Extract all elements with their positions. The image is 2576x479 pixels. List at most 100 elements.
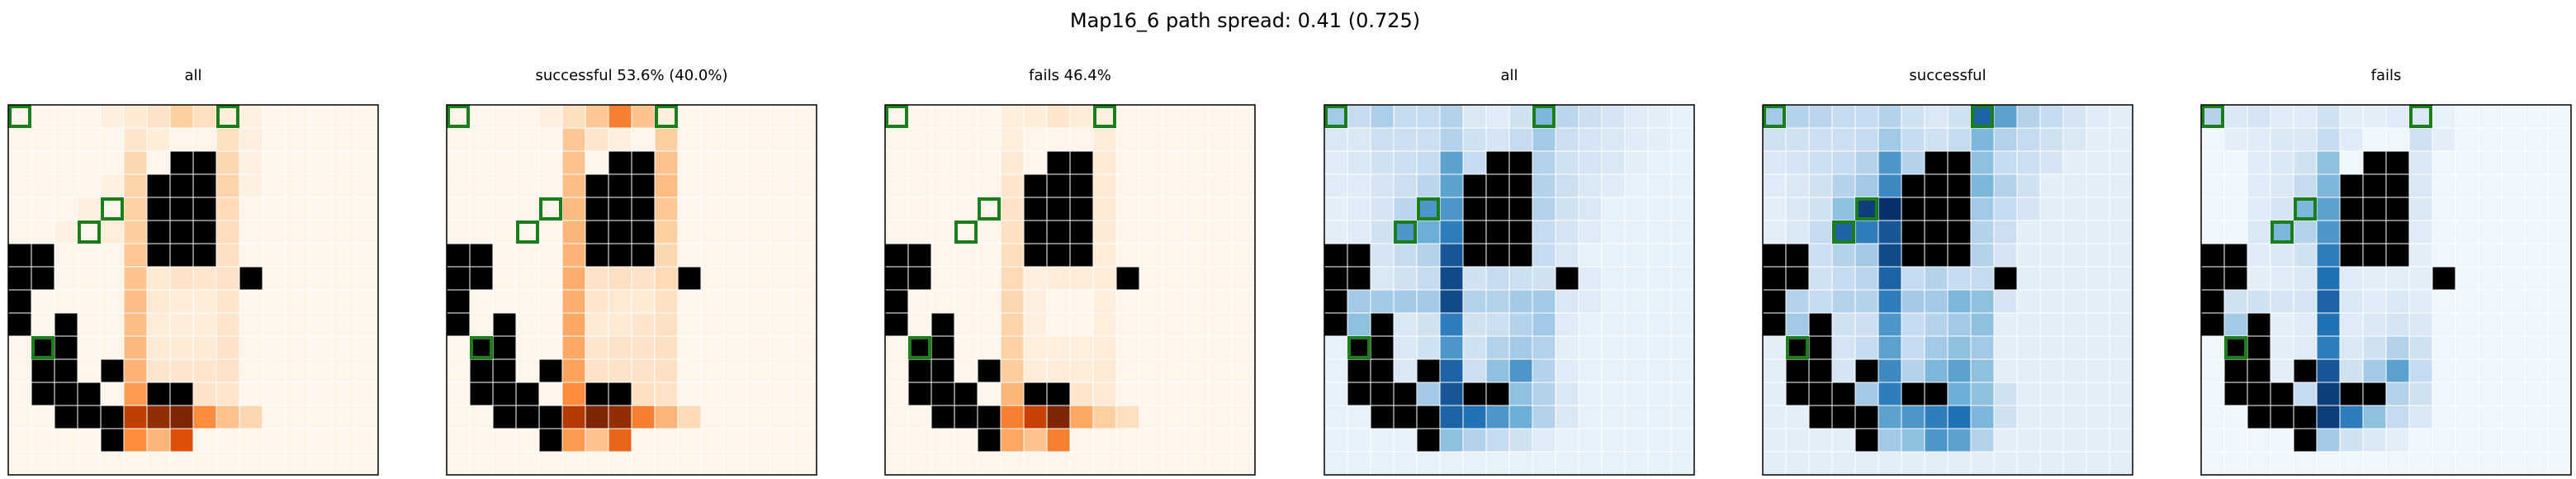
panel-title: all	[184, 67, 201, 84]
heat-cell	[331, 104, 356, 129]
heat-cell	[884, 104, 909, 129]
heat-cell	[561, 220, 586, 244]
heat-cell	[354, 104, 379, 129]
heat-cell	[2362, 335, 2387, 360]
heat-cell	[1670, 266, 1695, 291]
heat-cell	[746, 150, 771, 175]
heat-cell	[1416, 127, 1441, 152]
heat-cell	[1139, 173, 1163, 198]
heat-cell	[2247, 104, 2271, 129]
heat-cell	[2270, 428, 2294, 453]
heat-cell	[1578, 335, 1603, 360]
heat-cell	[2408, 289, 2433, 314]
heat-cell	[54, 197, 78, 221]
heat-cell	[1555, 382, 1579, 406]
heat-cell	[2547, 150, 2572, 175]
wall-cell	[31, 358, 55, 383]
heat-cell	[561, 382, 586, 406]
heat-cell	[1532, 197, 1556, 221]
heat-cell	[677, 243, 702, 268]
heat-cell	[631, 266, 656, 291]
heat-cell	[1601, 451, 1626, 476]
heat-cell	[192, 451, 217, 476]
heat-cell	[2109, 266, 2133, 291]
heat-cell	[31, 173, 55, 198]
heat-cell	[2086, 197, 2110, 221]
heat-cell	[2316, 289, 2341, 314]
heat-cell	[1578, 220, 1603, 244]
heat-cell	[1508, 382, 1533, 406]
heat-cell	[1092, 266, 1117, 291]
heat-cell	[954, 289, 978, 314]
heat-cell	[1647, 358, 1672, 383]
wall-cell	[1046, 197, 1071, 221]
heat-cell	[285, 243, 310, 268]
heat-cell	[2408, 197, 2433, 221]
heat-cell	[1231, 312, 1256, 337]
heat-cell	[677, 197, 702, 221]
wall-cell	[1947, 243, 1972, 268]
heat-cell	[2339, 104, 2364, 129]
heat-cell	[1462, 405, 1487, 429]
heat-cell	[907, 127, 932, 152]
heat-cell	[2062, 312, 2087, 337]
heat-cell	[2385, 358, 2410, 383]
heat-cell	[2293, 289, 2318, 314]
heat-cell	[1947, 127, 1972, 152]
heat-cell	[769, 405, 794, 429]
heat-cell	[1324, 382, 1348, 406]
heat-cell	[1162, 243, 1186, 268]
heat-cell	[977, 289, 1002, 314]
heat-cell	[2478, 405, 2503, 429]
heat-cell	[1993, 382, 2018, 406]
heat-cell	[1831, 220, 1856, 244]
heat-cell	[169, 312, 194, 337]
heat-cell	[1624, 312, 1649, 337]
heat-cell	[1993, 220, 2018, 244]
heat-cell	[2524, 405, 2549, 429]
heat-cell	[1139, 243, 1163, 268]
heat-cell	[2362, 405, 2387, 429]
heat-cell	[1462, 358, 1487, 383]
heat-cell	[1416, 289, 1441, 314]
heat-cell	[285, 173, 310, 198]
heat-cell	[769, 382, 794, 406]
heat-cell	[1416, 220, 1441, 244]
panel-5: successful	[1762, 67, 2133, 476]
heat-cell	[561, 289, 586, 314]
heat-cell	[2247, 451, 2271, 476]
heat-cell	[2200, 173, 2225, 198]
heat-cell	[2086, 289, 2110, 314]
heat-cell	[1924, 451, 1949, 476]
heat-cell	[331, 451, 356, 476]
heat-cell	[2524, 428, 2549, 453]
wall-cell	[1069, 173, 1094, 198]
heat-cell	[631, 405, 656, 429]
marker-square	[2409, 105, 2432, 128]
heat-cell	[54, 220, 78, 244]
heat-cell	[793, 173, 817, 198]
wall-cell	[884, 312, 909, 337]
heat-cell	[239, 104, 263, 129]
heat-cell	[1808, 150, 1833, 175]
heat-cell	[1462, 335, 1487, 360]
heat-cell	[239, 127, 263, 152]
heat-cell	[100, 335, 125, 360]
heat-cell	[954, 197, 978, 221]
heat-cell	[1139, 405, 1163, 429]
heat-cell	[1993, 428, 2018, 453]
heat-cell	[1000, 335, 1025, 360]
marker-square	[1347, 336, 1371, 359]
heat-cell	[1854, 127, 1879, 152]
heat-cell	[1069, 335, 1094, 360]
heat-cell	[769, 289, 794, 314]
heat-cell	[1670, 335, 1695, 360]
heat-cell	[700, 104, 725, 129]
heat-cell	[1878, 382, 1902, 406]
heat-cell	[1139, 150, 1163, 175]
heat-cell	[1578, 289, 1603, 314]
wall-cell	[1508, 150, 1533, 175]
heat-cell	[1162, 428, 1186, 453]
heat-cell	[1924, 428, 1949, 453]
heat-cell	[1831, 428, 1856, 453]
